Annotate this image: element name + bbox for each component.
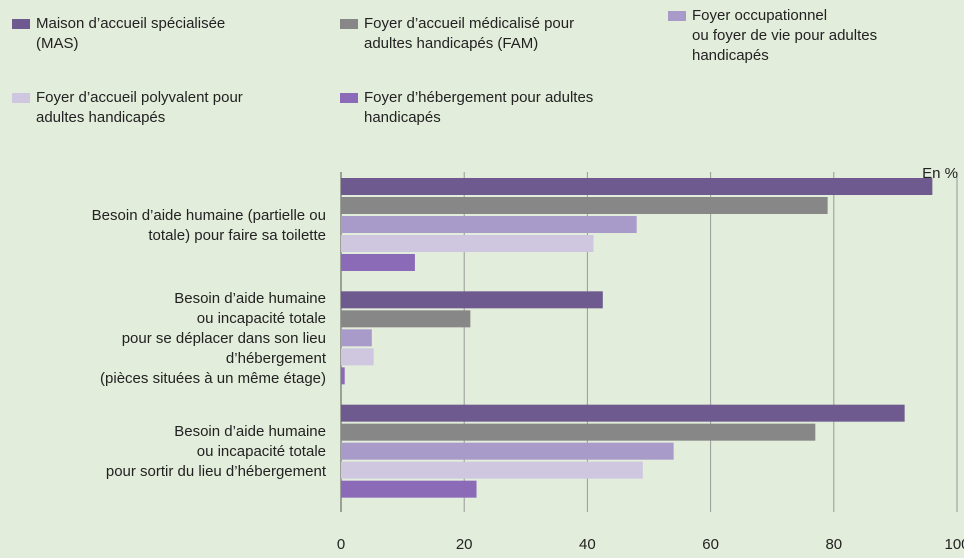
bar [341, 235, 594, 252]
bar [341, 178, 933, 195]
legend-swatch [340, 19, 358, 29]
bar [341, 367, 345, 385]
bar [341, 197, 828, 214]
bar [341, 310, 471, 328]
x-tick-label: 80 [825, 536, 843, 553]
bar [341, 254, 415, 271]
legend-item: Foyer occupationnel ou foyer de vie pour… [668, 6, 877, 66]
legend-swatch [340, 93, 358, 103]
bar [341, 216, 637, 233]
bar [341, 461, 643, 479]
x-tick-label: 40 [579, 536, 596, 553]
bar [341, 404, 905, 422]
category-label: Besoin d’aide humaine (partielle ou tota… [91, 206, 326, 244]
legend-label: Foyer occupationnel ou foyer de vie pour… [692, 7, 878, 64]
legend-swatch [12, 93, 30, 103]
legend-swatch [12, 19, 30, 29]
legend-item: Maison d’accueil spécialisée (MAS) [12, 14, 225, 54]
x-tick-label: 60 [702, 536, 719, 553]
legend-item: Foyer d’accueil médicalisé pour adultes … [340, 14, 574, 54]
unit-label: En % [922, 165, 958, 182]
bar [341, 291, 603, 309]
legend-label: Foyer d’hébergement pour adultes handica… [364, 89, 594, 126]
x-tick-label: 20 [455, 536, 473, 553]
legend-item: Foyer d’hébergement pour adultes handica… [340, 88, 593, 128]
legend-label: Foyer d’accueil polyvalent pour adultes … [36, 89, 243, 126]
legend-item: Foyer d’accueil polyvalent pour adultes … [12, 88, 243, 128]
bar [341, 423, 816, 441]
x-tick-label: 100 [944, 536, 964, 553]
bar [341, 480, 477, 498]
bar [341, 442, 674, 460]
legend-label: Foyer d’accueil médicalisé pour adultes … [364, 15, 575, 52]
bar [341, 348, 374, 366]
x-tick-label: 0 [336, 536, 346, 553]
category-label: Besoin d’aide humaine ou incapacité tota… [105, 423, 326, 481]
bar [341, 329, 372, 347]
legend-label: Maison d’accueil spécialisée (MAS) [36, 15, 226, 52]
legend-swatch [668, 11, 686, 21]
category-label: Besoin d’aide humaine ou incapacité tota… [100, 289, 326, 387]
